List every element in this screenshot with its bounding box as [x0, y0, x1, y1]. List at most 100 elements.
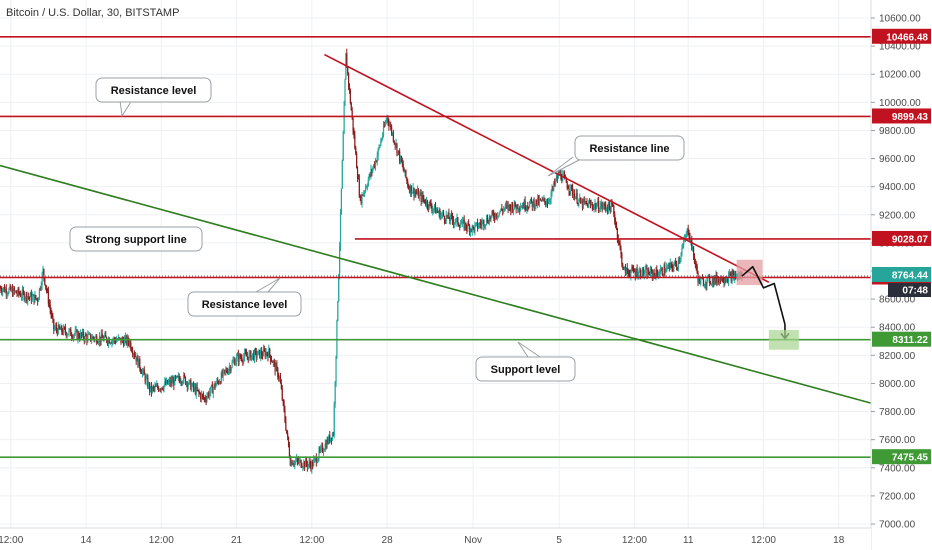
candle-body: [716, 274, 718, 283]
candle-body: [45, 287, 48, 291]
candle-body: [296, 458, 299, 461]
candle-body: [28, 296, 30, 298]
x-tick-label: 28: [382, 535, 394, 546]
candle-body: [80, 332, 82, 339]
candle-body: [201, 394, 204, 396]
candle-body: [436, 210, 438, 212]
candle-body: [348, 85, 351, 91]
candle-body: [544, 198, 546, 202]
candle-body: [641, 268, 644, 278]
candle-body: [277, 368, 279, 378]
candle-body: [209, 392, 211, 397]
candle-body: [41, 273, 43, 286]
candle-body: [608, 202, 610, 208]
y-tick-label: 8000.00: [879, 379, 916, 390]
level-label-box: [872, 449, 931, 465]
x-tick-label: 12:00: [751, 535, 776, 546]
candle-body: [464, 222, 466, 229]
candle-body: [376, 155, 378, 163]
candle-body: [162, 389, 164, 390]
candle-body: [449, 219, 451, 221]
candle-body: [686, 228, 688, 233]
candle-body: [92, 336, 94, 339]
candle-body: [11, 288, 13, 291]
candle-body: [477, 226, 480, 229]
candle-body: [87, 334, 89, 341]
candle-body: [467, 223, 469, 230]
candle-body: [642, 268, 644, 275]
candle-body: [493, 213, 495, 218]
candle-body: [80, 332, 83, 336]
candle-body: [572, 193, 575, 196]
candle-body: [655, 269, 657, 279]
candle-body: [134, 356, 136, 357]
candle-body: [132, 354, 135, 355]
candle-body: [456, 217, 458, 219]
candle-body: [459, 224, 462, 228]
candle-body: [183, 374, 185, 382]
candle-body: [553, 182, 555, 189]
candle-body: [326, 439, 328, 449]
candle-body: [511, 204, 514, 212]
candle-body: [155, 386, 157, 388]
candle-body: [469, 228, 472, 233]
candle-body: [339, 212, 342, 247]
candle-body: [692, 246, 695, 256]
candle-body: [687, 228, 689, 233]
candle-body: [598, 210, 601, 212]
candle-body: [216, 380, 218, 385]
candle-body: [19, 293, 21, 295]
candle-body: [693, 255, 696, 263]
candle-body: [427, 206, 429, 209]
candle-body: [14, 290, 16, 292]
candle-body: [718, 279, 720, 283]
candle-body: [190, 380, 192, 390]
candle-body: [330, 437, 332, 442]
candle-body: [141, 371, 144, 374]
candle-body: [78, 332, 80, 338]
x-tick-label: 12:00: [0, 535, 24, 546]
candle-body: [535, 199, 537, 206]
candle-body: [677, 260, 679, 269]
time-axis[interactable]: 12:00 14 12:00 21 12:00 28 Nov 5 12:00 11 12:00 18: [0, 535, 845, 546]
candle-body: [400, 156, 403, 162]
x-tick-label: 18: [833, 535, 845, 546]
candle-body: [526, 206, 528, 209]
candle-body: [232, 361, 234, 363]
candle-body: [265, 352, 267, 357]
x-tick-label: 5: [556, 535, 562, 546]
candle-body: [227, 372, 229, 374]
candle-body: [670, 262, 672, 264]
candle-body: [299, 460, 301, 461]
candle-body: [370, 169, 372, 176]
candle-body: [536, 199, 538, 205]
resistance-trendline: [324, 53, 770, 283]
candle-body: [578, 199, 580, 204]
candle-body: [235, 355, 238, 362]
candle-body: [33, 294, 35, 303]
candle-body: [6, 293, 8, 295]
candle-body: [470, 228, 472, 232]
candle-body: [669, 262, 671, 269]
candle-body: [89, 333, 91, 335]
candle-body: [50, 309, 52, 316]
candle-body: [184, 376, 187, 385]
candle-body: [529, 198, 532, 203]
candle-body: [51, 315, 53, 317]
candle-body: [354, 135, 356, 148]
candle-body: [589, 202, 591, 203]
candle-body: [20, 296, 23, 298]
candle-body: [34, 295, 36, 303]
candle-body: [133, 354, 136, 357]
candle-body: [249, 351, 251, 354]
candle-body: [57, 324, 59, 334]
candle-body: [191, 385, 193, 390]
candle-body: [507, 204, 509, 210]
candle-body: [645, 268, 647, 270]
candle-body: [417, 190, 420, 199]
candle-body: [161, 387, 163, 390]
candle-body: [605, 205, 607, 210]
candle-body: [286, 429, 288, 434]
candle-body: [554, 182, 556, 185]
